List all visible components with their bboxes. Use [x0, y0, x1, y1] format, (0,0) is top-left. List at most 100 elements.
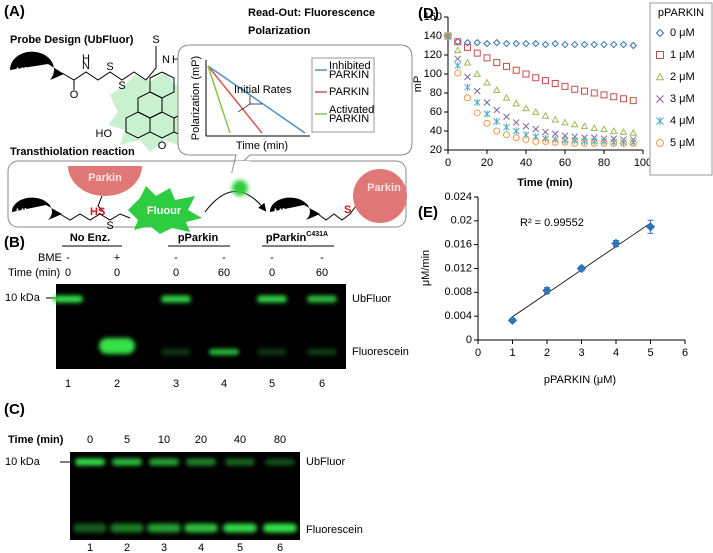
point — [619, 127, 628, 135]
x-tick-label: 4 — [613, 347, 619, 359]
point — [492, 86, 501, 94]
point — [463, 38, 472, 47]
lane-number: 5 — [269, 378, 275, 390]
point — [502, 93, 511, 101]
atom: H — [82, 53, 90, 65]
legend-marker — [655, 28, 665, 38]
point — [512, 99, 521, 107]
point — [561, 136, 569, 145]
time-label: 40 — [234, 434, 246, 446]
point — [532, 39, 540, 48]
point — [611, 238, 621, 249]
gel-band — [307, 295, 337, 303]
lane-number: 2 — [114, 378, 120, 390]
x-tick-label: 3 — [578, 347, 584, 359]
point — [512, 119, 520, 126]
time-label: 0 — [87, 434, 93, 446]
bme-sign: - — [320, 252, 324, 264]
point — [483, 78, 491, 86]
marker-label: 10 kDa — [5, 292, 41, 304]
y-tick-label: 40 — [430, 125, 442, 137]
point — [454, 69, 462, 77]
y-tick-label: 0 — [466, 334, 472, 346]
lane-number: 6 — [277, 542, 283, 553]
band-label: UbFluor — [306, 456, 345, 468]
ub-main: Ub — [16, 66, 31, 78]
point — [570, 120, 579, 128]
point — [590, 40, 598, 49]
point — [512, 66, 520, 74]
group-label: pParkinC431A — [266, 231, 328, 244]
point — [610, 93, 618, 101]
ub-blob — [9, 51, 65, 80]
gel-band — [75, 458, 105, 466]
y-tick-label: 0.012 — [444, 262, 472, 274]
gel-band — [184, 523, 218, 533]
ub-blob — [11, 197, 62, 220]
gel-band — [99, 338, 135, 354]
panel-label: (D) — [418, 5, 439, 22]
x-tick-label: 0 — [445, 157, 451, 169]
point — [580, 40, 589, 49]
lane-number: 3 — [173, 378, 179, 390]
legend-marker — [656, 139, 664, 147]
thioester-s: S — [344, 204, 351, 216]
time-label: 60 — [218, 267, 230, 279]
point — [541, 40, 550, 49]
linker — [59, 213, 131, 221]
gel-band — [110, 523, 144, 533]
gel-band — [223, 523, 257, 533]
point — [590, 137, 598, 146]
point — [542, 137, 549, 145]
ub-label: Ub1-75 — [16, 66, 47, 79]
gel-band — [225, 458, 255, 466]
point — [473, 109, 481, 117]
point — [522, 136, 530, 144]
schematic-line — [207, 65, 231, 134]
point — [590, 89, 598, 97]
point — [571, 139, 579, 147]
point — [473, 87, 481, 95]
point — [483, 110, 491, 118]
point — [493, 127, 501, 135]
point — [561, 138, 569, 146]
point — [473, 69, 482, 77]
fluor-shape — [128, 186, 202, 234]
schematic-x-label: Time (min) — [236, 140, 288, 152]
point — [581, 87, 588, 95]
point — [561, 118, 569, 126]
legend-label: 2 μM — [670, 71, 695, 83]
atom: S — [152, 34, 159, 46]
lane-number: 4 — [198, 542, 204, 553]
x-axis-title: Time (min) — [517, 177, 573, 189]
legend-marker — [656, 116, 664, 126]
y-tick-label: 0.016 — [444, 239, 472, 251]
x-tick-label: 40 — [520, 157, 532, 169]
point — [629, 128, 638, 136]
schematic-annotation: Initial Rates — [234, 84, 292, 96]
point — [493, 59, 501, 67]
ub-main: Ub — [274, 207, 289, 219]
point — [576, 263, 587, 274]
linker — [317, 205, 357, 221]
probe-title: Probe Design (UbFluor) — [10, 34, 134, 46]
bond — [97, 195, 105, 213]
point — [503, 131, 510, 139]
point — [645, 222, 656, 232]
point — [571, 40, 579, 49]
point — [551, 115, 560, 123]
parkin-shape — [68, 166, 142, 196]
x-tick-label: 60 — [559, 157, 571, 169]
group-sup: C431A — [306, 231, 328, 238]
y-tick-label: 80 — [430, 87, 442, 99]
atom: S — [106, 220, 113, 232]
point — [483, 54, 491, 62]
point — [542, 285, 552, 296]
point — [464, 73, 471, 81]
point — [531, 107, 540, 115]
time-label: 5 — [124, 434, 130, 446]
point — [483, 99, 491, 106]
point — [522, 122, 530, 130]
atom: S — [118, 80, 125, 92]
